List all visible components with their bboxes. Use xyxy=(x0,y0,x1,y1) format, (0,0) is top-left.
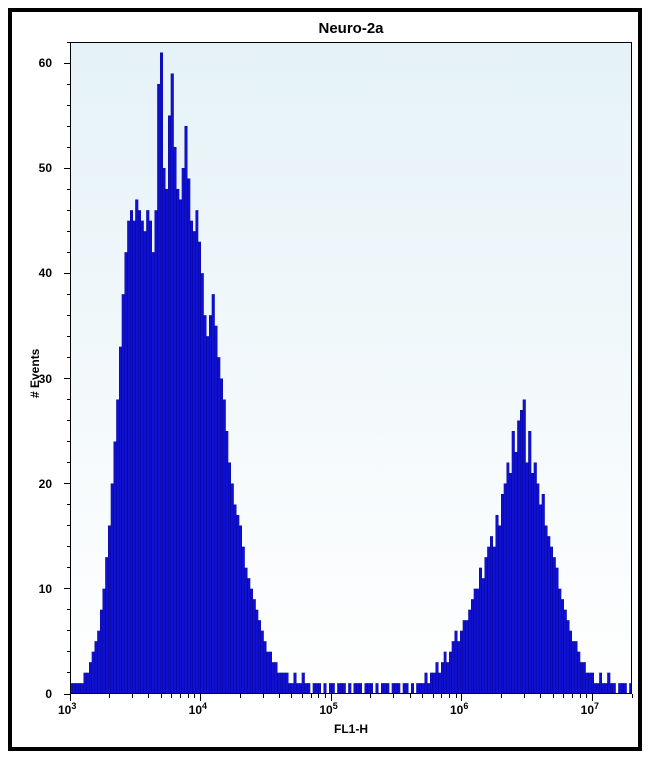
x-minor-tick xyxy=(580,694,581,698)
x-minor-tick xyxy=(456,694,457,698)
y-minor-tick xyxy=(67,399,70,400)
x-minor-tick xyxy=(109,694,110,698)
x-tick-label: 104 xyxy=(189,703,207,717)
x-minor-tick xyxy=(410,694,411,698)
x-tick xyxy=(592,694,593,701)
y-minor-tick xyxy=(67,189,70,190)
x-minor-tick xyxy=(524,694,525,698)
x-minor-tick xyxy=(540,694,541,698)
x-minor-tick xyxy=(449,694,450,698)
y-minor-tick xyxy=(67,630,70,631)
x-tick xyxy=(200,694,201,701)
x-minor-tick xyxy=(171,694,172,698)
y-tick xyxy=(64,168,70,169)
x-minor-tick xyxy=(161,694,162,698)
y-minor-tick xyxy=(67,546,70,547)
x-minor-tick xyxy=(422,694,423,698)
x-minor-tick xyxy=(553,694,554,698)
y-minor-tick xyxy=(67,567,70,568)
x-tick xyxy=(70,694,71,701)
y-minor-tick xyxy=(67,105,70,106)
y-tick xyxy=(64,378,70,379)
y-minor-tick xyxy=(67,294,70,295)
chart-frame: Neuro-2a # Events FL1-H 0102030405060 10… xyxy=(8,8,642,751)
y-tick-label: 30 xyxy=(39,372,52,386)
x-axis-label: FL1-H xyxy=(70,722,632,736)
chart-title: Neuro-2a xyxy=(70,20,632,37)
y-tick xyxy=(64,588,70,589)
x-tick-label: 107 xyxy=(581,703,599,717)
y-minor-tick xyxy=(67,525,70,526)
y-tick-label: 40 xyxy=(39,266,52,280)
y-minor-tick xyxy=(67,651,70,652)
y-minor-tick xyxy=(67,672,70,673)
x-minor-tick xyxy=(563,694,564,698)
x-minor-tick xyxy=(572,694,573,698)
y-tick-label: 60 xyxy=(39,56,52,70)
x-minor-tick xyxy=(240,694,241,698)
x-minor-tick xyxy=(586,694,587,698)
y-minor-tick xyxy=(67,84,70,85)
y-minor-tick xyxy=(67,420,70,421)
y-tick-label: 20 xyxy=(39,477,52,491)
y-minor-tick xyxy=(67,357,70,358)
x-minor-tick xyxy=(441,694,442,698)
y-minor-tick xyxy=(67,210,70,211)
x-minor-tick xyxy=(194,694,195,698)
y-minor-tick xyxy=(67,462,70,463)
x-tick xyxy=(331,694,332,701)
y-minor-tick xyxy=(67,441,70,442)
x-minor-tick xyxy=(302,694,303,698)
y-minor-tick xyxy=(67,231,70,232)
y-tick-label: 10 xyxy=(39,582,52,596)
y-tick xyxy=(64,483,70,484)
y-minor-tick xyxy=(67,315,70,316)
x-minor-tick xyxy=(393,694,394,698)
y-minor-tick xyxy=(67,42,70,43)
x-minor-tick xyxy=(501,694,502,698)
y-minor-tick xyxy=(67,252,70,253)
x-tick-label: 105 xyxy=(319,703,337,717)
y-tick xyxy=(64,273,70,274)
x-tick-label: 103 xyxy=(58,703,76,717)
y-tick xyxy=(64,63,70,64)
y-tick-label: 50 xyxy=(39,161,52,175)
x-minor-tick xyxy=(632,694,633,698)
y-minor-tick xyxy=(67,504,70,505)
y-minor-tick xyxy=(67,147,70,148)
x-minor-tick xyxy=(188,694,189,698)
x-minor-tick xyxy=(318,694,319,698)
x-minor-tick xyxy=(279,694,280,698)
x-tick-label: 106 xyxy=(450,703,468,717)
x-minor-tick xyxy=(291,694,292,698)
histogram-bars xyxy=(70,42,632,694)
x-minor-tick xyxy=(132,694,133,698)
x-tick xyxy=(461,694,462,701)
x-minor-tick xyxy=(370,694,371,698)
y-minor-tick xyxy=(67,126,70,127)
x-minor-tick xyxy=(263,694,264,698)
x-minor-tick xyxy=(148,694,149,698)
x-minor-tick xyxy=(311,694,312,698)
plot-area xyxy=(70,42,632,694)
x-minor-tick xyxy=(325,694,326,698)
x-minor-tick xyxy=(433,694,434,698)
x-minor-tick xyxy=(180,694,181,698)
y-minor-tick xyxy=(67,609,70,610)
y-minor-tick xyxy=(67,336,70,337)
y-tick-label: 0 xyxy=(45,687,52,701)
